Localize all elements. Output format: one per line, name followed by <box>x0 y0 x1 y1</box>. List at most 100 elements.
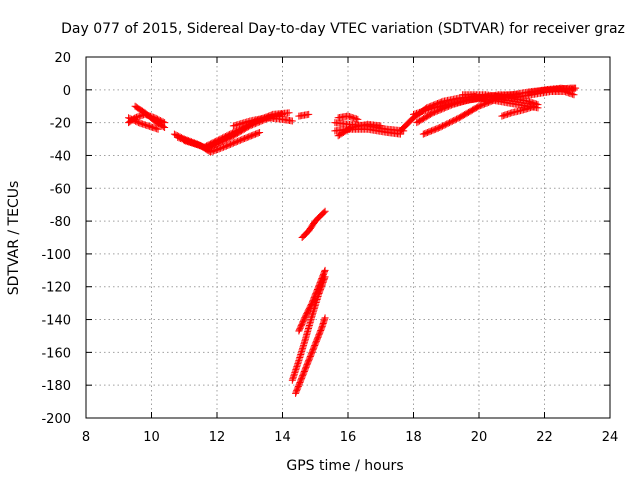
y-tick-label: -20 <box>50 117 71 132</box>
data-point <box>423 106 431 114</box>
data-point <box>218 144 226 152</box>
data-point <box>256 128 264 136</box>
data-point <box>290 372 298 380</box>
series-track-11 <box>288 273 329 384</box>
data-point <box>417 108 425 116</box>
data-point <box>161 124 169 132</box>
data-point <box>214 145 222 153</box>
y-tick-label: -180 <box>41 379 71 394</box>
series-track-13 <box>334 112 362 123</box>
data-point <box>320 208 328 216</box>
series-track-9 <box>298 207 329 241</box>
data-point <box>410 110 417 118</box>
data-point <box>321 274 329 282</box>
data-point <box>288 376 296 384</box>
y-tick-label: 20 <box>54 51 71 66</box>
grid-lines <box>86 57 610 418</box>
data-point <box>254 129 262 137</box>
x-tick-label: 10 <box>143 430 160 445</box>
data-point <box>438 98 446 106</box>
data-point <box>292 366 300 374</box>
y-tick-label: -120 <box>41 281 71 296</box>
y-tick-label: -100 <box>41 248 71 263</box>
data-point <box>534 104 542 112</box>
data-point <box>215 145 223 153</box>
series-track-2 <box>131 102 169 132</box>
series-track-7 <box>229 114 296 130</box>
data-point <box>212 146 220 154</box>
series-track-16 <box>334 120 385 140</box>
series-track-6 <box>180 128 264 156</box>
series-track-23 <box>498 102 539 120</box>
data-point <box>293 361 301 369</box>
y-axis-title: SDTVAR / TECUs <box>6 181 22 296</box>
tick-labels: 8 10 12 14 16 18 20 22 24 20 0 -20 -40 -60 -80 -100 -120… <box>41 51 618 445</box>
data-point <box>285 109 293 117</box>
data-point <box>289 375 297 383</box>
data-point <box>413 109 421 117</box>
data-point <box>531 102 539 110</box>
x-tick-label: 16 <box>340 430 357 445</box>
data-point <box>321 268 329 276</box>
data-point <box>294 360 302 368</box>
data-point <box>289 373 297 381</box>
data-point <box>209 147 217 155</box>
x-tick-label: 8 <box>82 430 90 445</box>
y-tick-label: -160 <box>41 346 71 361</box>
x-tick-label: 22 <box>536 430 553 445</box>
series-track-12 <box>292 314 329 397</box>
data-point <box>425 105 433 113</box>
x-tick-label: 20 <box>471 430 488 445</box>
y-tick-label: -40 <box>50 149 71 164</box>
series-track-8 <box>295 110 313 120</box>
data-point <box>206 148 214 156</box>
data-point <box>321 266 329 274</box>
data-point <box>291 369 299 377</box>
data-point <box>321 207 329 215</box>
data-point <box>293 363 301 371</box>
data-point <box>411 110 419 118</box>
series-track-26 <box>524 84 578 97</box>
y-tick-label: -60 <box>50 182 71 197</box>
y-tick-label: -80 <box>50 215 71 230</box>
y-tick-label: -200 <box>41 412 71 427</box>
data-point <box>290 370 298 378</box>
data-point <box>321 273 329 281</box>
data-point <box>428 104 436 112</box>
data-point <box>175 134 183 142</box>
data-point <box>570 86 578 94</box>
data-point <box>177 134 185 142</box>
x-tick-label: 14 <box>274 430 291 445</box>
data-point <box>288 117 296 125</box>
data-point <box>294 358 302 366</box>
axis-ticks <box>85 56 611 419</box>
data-point <box>321 314 329 322</box>
data-point <box>211 147 219 155</box>
data-point <box>159 123 167 131</box>
y-tick-label: 0 <box>63 84 71 99</box>
data-point <box>154 125 162 133</box>
data-point <box>572 84 580 92</box>
data-point <box>416 108 424 116</box>
data-point <box>377 122 385 130</box>
x-tick-label: 12 <box>209 430 226 445</box>
data-point <box>291 367 299 375</box>
data-point <box>426 105 434 113</box>
data-point <box>174 133 182 141</box>
data-point <box>217 144 225 152</box>
y-tick-label: -140 <box>41 314 71 329</box>
data-point <box>208 148 216 156</box>
data-point <box>305 110 313 118</box>
chart-title: Day 077 of 2015, Sidereal Day-to-day VTE… <box>61 21 625 37</box>
x-tick-label: 24 <box>602 430 619 445</box>
x-tick-label: 18 <box>405 430 422 445</box>
data-point <box>422 106 430 114</box>
data-series <box>125 84 580 397</box>
data-point <box>419 107 427 115</box>
data-point <box>354 115 362 123</box>
data-point <box>420 107 428 115</box>
data-point <box>414 109 422 117</box>
